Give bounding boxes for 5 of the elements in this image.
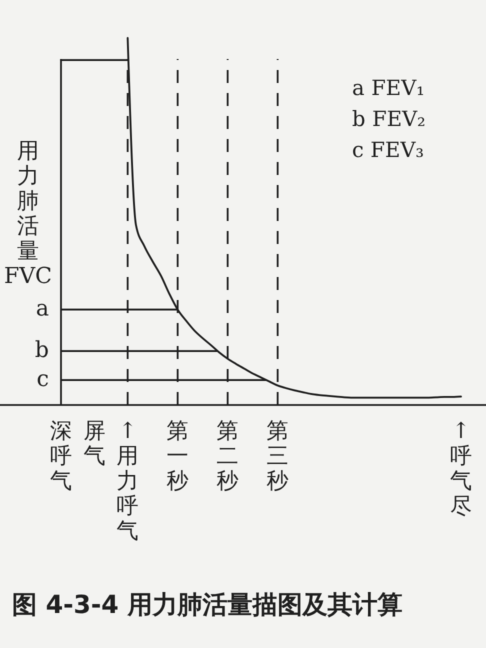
annotation: c FEV₃	[352, 138, 424, 162]
ylabel: 用力肺活量 FVC	[4, 139, 52, 289]
annotation: b FEV₂	[352, 107, 426, 131]
title: 图 4-3-4 用力肺活量描图及其计算	[12, 590, 402, 619]
annotation: a FEV₁	[352, 76, 425, 100]
